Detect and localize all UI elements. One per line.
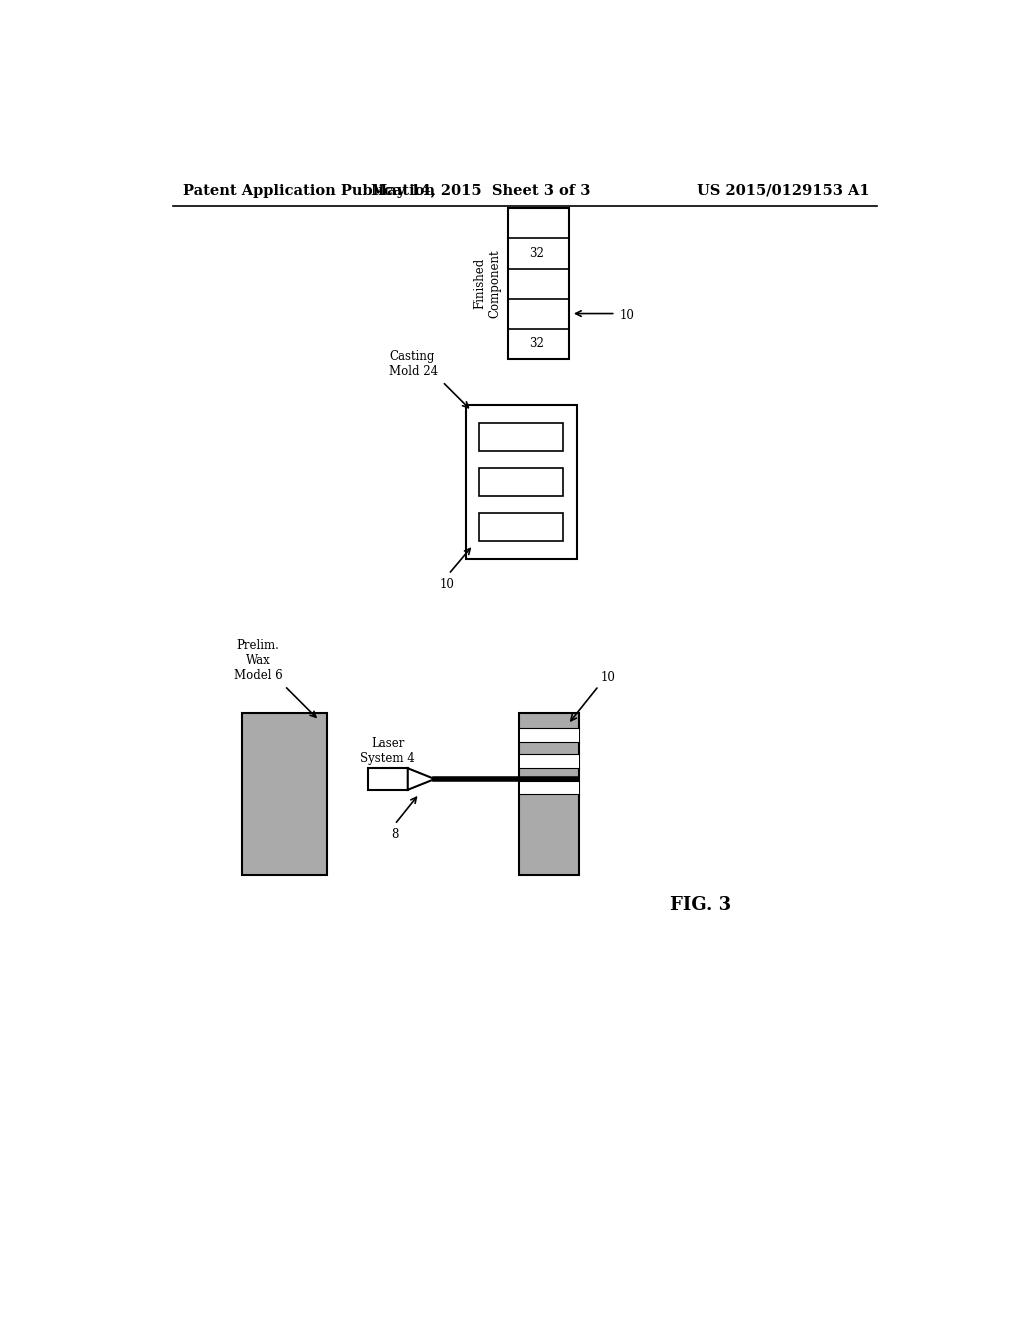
Bar [243,713,327,875]
Text: Finished
Component: Finished Component [474,249,502,318]
Bar [479,467,563,496]
Bar [479,513,563,541]
Text: 10: 10 [439,578,455,591]
Text: 32: 32 [529,247,544,260]
Text: 8: 8 [391,829,398,841]
Text: US 2015/0129153 A1: US 2015/0129153 A1 [697,183,869,198]
Text: Laser
System 4: Laser System 4 [360,738,415,766]
Text: Prelim.
Wax
Model 6: Prelim. Wax Model 6 [233,639,283,682]
Text: 10: 10 [620,309,635,322]
Bar [520,729,579,742]
Bar [508,209,569,359]
Text: May 14, 2015  Sheet 3 of 3: May 14, 2015 Sheet 3 of 3 [372,183,591,198]
Text: 10: 10 [601,671,615,684]
Bar [520,755,579,768]
Text: FIG. 3: FIG. 3 [670,896,731,915]
Bar [466,405,578,558]
Text: 32: 32 [529,337,544,350]
Text: Casting
Mold 24: Casting Mold 24 [389,350,438,378]
Bar [479,422,563,450]
Text: Patent Application Publication: Patent Application Publication [183,183,435,198]
Polygon shape [408,768,435,789]
Bar [519,713,580,875]
Bar [520,780,579,795]
Bar [368,768,408,789]
